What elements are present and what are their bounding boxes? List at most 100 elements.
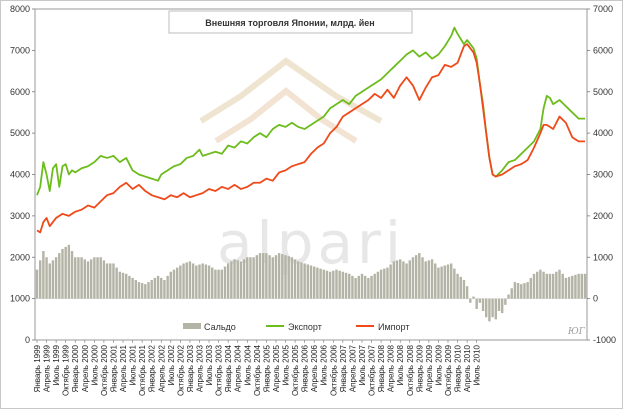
saldo-bar [440,266,443,299]
saldo-bar [526,282,529,299]
x-tick-label: Апрель 2003 [195,344,204,392]
axes-layer: 0 1000 2000 3000 4000 5000 6000 7000 8000 -1000 0 1… [10,4,616,396]
saldo-bar [191,263,195,299]
saldo-bar [230,261,233,299]
saldo-bar [513,282,517,299]
saldo-bar [363,275,367,299]
saldo-bar [239,261,243,299]
chart-title: Внешняя торговля Японии, млрд. йен [205,18,374,28]
x-tick-label: Октябрь 2001 [138,344,147,396]
y-left-tick-label: 5000 [10,128,30,138]
saldo-bar [500,298,504,314]
watermark-swoosh [214,87,358,144]
saldo-bar [166,275,169,299]
saldo-bar [373,273,376,299]
saldo-bar [453,268,456,299]
saldo-bar [516,283,520,299]
y-right-tick-label: 0 [593,294,598,304]
x-tick-label: Апрель 2008 [387,344,396,392]
saldo-bar [577,273,580,299]
saldo-bar [392,261,396,299]
saldo-bar [497,298,501,312]
x-tick-label: Январь 2000 [71,344,80,392]
saldo-bar [424,261,427,299]
x-tick-label: Апрель 1999 [43,344,52,392]
saldo-bar [102,260,106,299]
x-tick-label: Январь 2005 [262,344,271,392]
saldo-bar [35,269,39,299]
saldo-bar [332,270,335,299]
saldo-bar [38,260,42,299]
saldo-bar [93,257,96,299]
saldo-bar [469,298,472,303]
x-tick-label: Июль 2010 [473,344,482,385]
saldo-bar [571,275,574,299]
x-tick-label: Январь 2007 [339,344,348,392]
saldo-bar [105,263,109,299]
saldo-bar [405,263,408,299]
saldo-bar [74,257,77,299]
x-tick-label: Июль 2005 [282,344,291,385]
saldo-bar [258,253,262,299]
saldo-bar [297,261,300,299]
saldo-bar [449,263,453,299]
saldo-bar [300,262,303,299]
saldo-bar [140,283,144,299]
saldo-bar [446,264,450,299]
saldo-bar [223,266,227,299]
x-tick-label: Январь 2001 [109,344,118,392]
y-left-tick-label: 4000 [10,170,30,180]
saldo-bar [293,259,297,299]
saldo-bar [341,271,345,299]
saldo-bar [532,273,536,299]
saldo-bar [128,275,131,299]
y-right-tick-label: 4000 [593,128,613,138]
saldo-bar [252,257,255,299]
x-tick-label: Июль 2004 [243,344,252,385]
saldo-bar [58,253,61,299]
x-tick-label: Октябрь 2007 [368,344,377,396]
saldo-bar [319,268,322,299]
saldo-bar [456,273,459,299]
saldo-bar [115,267,118,299]
saldo-bar [567,276,571,299]
saldo-bar [491,298,494,318]
saldo-bar [86,261,90,299]
saldo-bar [201,263,204,299]
saldo-bar [379,269,383,299]
y-right-tick-label: 6000 [593,45,613,55]
x-tick-label: Октябрь 2002 [176,344,185,396]
saldo-bar [360,273,364,299]
saldo-bar [465,286,469,299]
legend-label-saldo: Сальдо [204,322,236,332]
saldo-bar [217,269,220,299]
saldo-bar [462,280,466,299]
saldo-bar [195,265,198,299]
saldo-bars-layer [35,244,587,322]
saldo-bar [408,260,411,299]
saldo-bar [204,264,208,299]
x-tick-label: Июль 2008 [396,344,405,385]
x-tick-label: Октябрь 2006 [329,344,338,396]
x-tick-label: Январь 2009 [415,344,424,392]
saldo-bar [309,265,313,299]
saldo-bar [354,277,357,299]
saldo-bar [214,269,217,299]
saldo-bar [551,273,555,299]
saldo-bar [51,260,55,299]
saldo-bar [325,270,329,299]
saldo-bar [475,298,478,309]
saldo-bar [233,259,236,299]
saldo-bar [430,259,434,299]
saldo-bar [277,253,281,299]
y-left-tick-label: 3000 [10,211,30,221]
saldo-bar [175,267,179,299]
saldo-bar [220,269,223,299]
saldo-bar [134,280,137,299]
saldo-bar [459,276,462,299]
saldo-bar [287,256,290,299]
saldo-bar [402,261,405,299]
x-tick-label: Июль 2003 [205,344,214,385]
x-tick-label: Январь 2003 [186,344,195,392]
